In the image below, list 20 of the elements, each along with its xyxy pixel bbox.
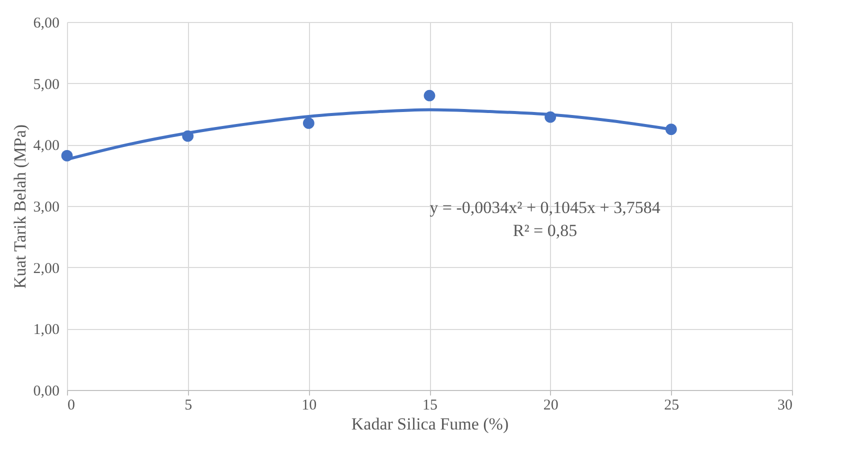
x-tick-label: 30	[778, 398, 792, 414]
y-tick-label: 0,00	[33, 384, 60, 400]
x-tick-label: 20	[543, 398, 558, 414]
annotation: R² = 0,85	[512, 221, 578, 240]
y-axis-title: Kuat Tarik Belah (MPa)	[10, 124, 30, 289]
point	[424, 90, 436, 102]
x-tick-label: 5	[184, 398, 192, 414]
point	[302, 118, 314, 129]
x-tick-label: 15	[422, 398, 438, 414]
x-tick-label: 10	[302, 398, 317, 414]
y-tick-label: 5,00	[33, 76, 60, 93]
y-tick-label: 1,00	[33, 322, 60, 338]
annotation: y = -0,0034x² + 0,1045x + 3,7584	[430, 198, 661, 217]
x-tick-label: 0	[68, 398, 75, 414]
x-tick-label: 25	[664, 398, 680, 414]
x-axis-title: Kadar Silica Fume (%)	[351, 414, 509, 434]
y-tick-label: 4,00	[33, 138, 60, 154]
y-tick-label: 6,00	[33, 16, 60, 32]
y-tick-label: 3,00	[33, 200, 60, 216]
y-tick-label: 2,00	[33, 260, 60, 277]
